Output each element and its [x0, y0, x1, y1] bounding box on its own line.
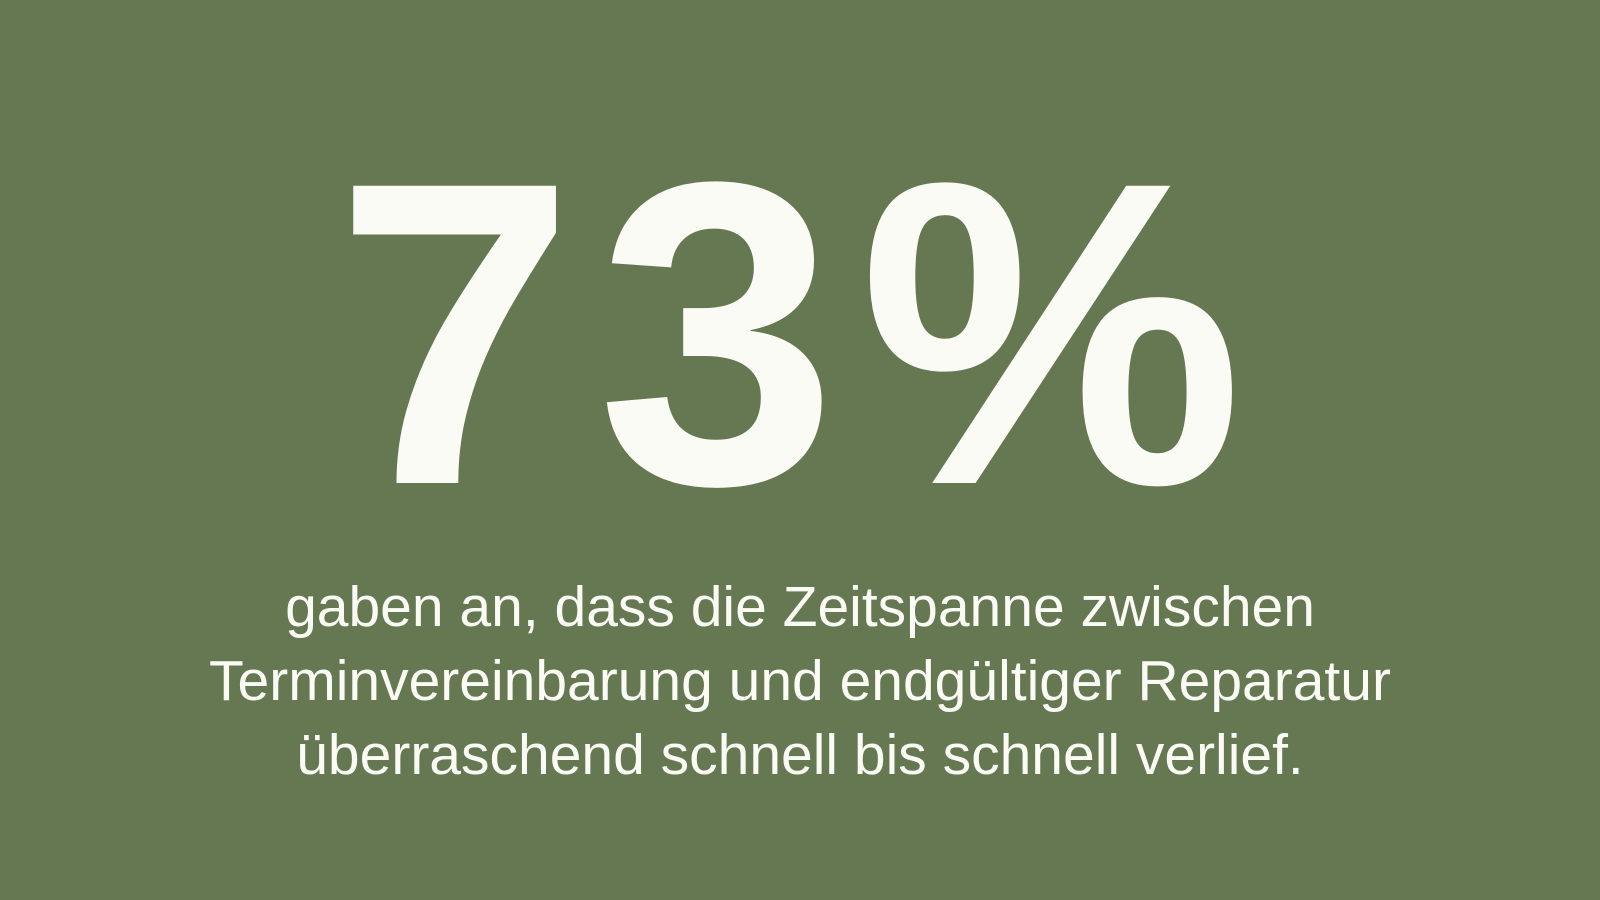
statistic-caption: gaben an, dass die Zeitspanne zwischen T… — [0, 570, 1600, 792]
caption-line: Terminvereinbarung und endgültiger Repar… — [209, 649, 1391, 713]
statistic-value: 73% — [334, 92, 1266, 575]
caption-line: gaben an, dass die Zeitspanne zwischen — [285, 575, 1315, 639]
caption-line: überraschend schnell bis schnell verlief… — [296, 723, 1304, 787]
